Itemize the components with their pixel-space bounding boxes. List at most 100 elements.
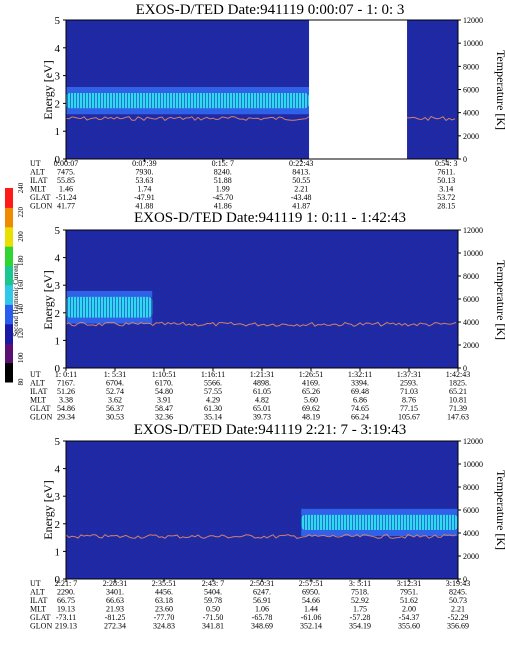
table-cell: 7930. bbox=[135, 168, 153, 177]
band-streaks bbox=[301, 514, 458, 531]
panel-3-y-ticks: 0 1 2 3 4 5 bbox=[55, 436, 66, 586]
table-cell: 0:07:39 bbox=[132, 159, 156, 168]
table-cell: -81.25 bbox=[105, 613, 126, 622]
table-cell: 66.75 bbox=[57, 596, 75, 605]
temperature-trace bbox=[65, 115, 456, 122]
table-cell: 77.15 bbox=[400, 404, 418, 413]
table-cell: 3:19:43 bbox=[446, 579, 470, 588]
table-cell: 41.87 bbox=[292, 202, 310, 211]
table-cell: 71.39 bbox=[449, 404, 467, 413]
y2-tick-label: 12000 bbox=[463, 16, 483, 25]
table-cell: -45.70 bbox=[212, 193, 233, 202]
panel-3-y2-ticks: 0 2000 4000 6000 8000 10000 12000 bbox=[458, 437, 483, 584]
table-cell: 3.62 bbox=[108, 396, 122, 405]
table-cell: 58.47 bbox=[155, 404, 173, 413]
table-cell: 74.65 bbox=[351, 404, 369, 413]
y2-tick-label: 8000 bbox=[463, 483, 479, 492]
table-cell: 69.62 bbox=[302, 404, 320, 413]
colorbar-swatch bbox=[5, 207, 13, 228]
y-tick-label: 2 bbox=[55, 519, 61, 531]
table-cell: 0:22:43 bbox=[289, 159, 313, 168]
colorbar-swatch bbox=[5, 304, 13, 325]
table-row-label: ALT bbox=[30, 379, 45, 388]
table-cell: 3401. bbox=[106, 588, 124, 597]
table-cell: 21.93 bbox=[106, 605, 124, 614]
y-tick-label: 5 bbox=[55, 436, 61, 448]
table-cell: 59.78 bbox=[204, 596, 222, 605]
table-row-label: UT bbox=[30, 579, 41, 588]
table-cell: 1:16:11 bbox=[201, 370, 225, 379]
table-cell: 1825. bbox=[449, 379, 467, 388]
table-cell: 0:54: 3 bbox=[435, 159, 457, 168]
colorbar-tick-label: 120 bbox=[17, 328, 25, 339]
table-cell: 52.74 bbox=[106, 387, 124, 396]
table-cell: 1:21:31 bbox=[250, 370, 274, 379]
table-cell: 8.76 bbox=[402, 396, 416, 405]
table-cell: 8413. bbox=[292, 168, 310, 177]
table-row-label: GLAT bbox=[30, 193, 51, 202]
table-cell: 1.75 bbox=[353, 605, 367, 614]
band-streaks bbox=[66, 92, 310, 109]
colorbar-swatch bbox=[5, 265, 13, 286]
table-cell: 7951. bbox=[400, 588, 418, 597]
table-cell: 51.62 bbox=[400, 596, 418, 605]
table-cell: 53.72 bbox=[437, 193, 455, 202]
table-cell: 6704. bbox=[106, 379, 124, 388]
y-tick-label: 1 bbox=[55, 546, 61, 558]
table-cell: 219.13 bbox=[55, 622, 77, 631]
y2-tick-label: 2000 bbox=[463, 552, 479, 561]
table-cell: 3.91 bbox=[157, 396, 171, 405]
table-cell: 56.37 bbox=[106, 404, 124, 413]
table-cell: 41.77 bbox=[57, 202, 75, 211]
panel-1-plot-area bbox=[65, 19, 459, 160]
table-row-label: UT bbox=[30, 370, 41, 379]
table-cell: 7518. bbox=[351, 588, 369, 597]
table-cell: 2:50:31 bbox=[250, 579, 274, 588]
y2-tick-label: 10000 bbox=[463, 249, 483, 258]
table-cell: 65.01 bbox=[253, 404, 271, 413]
table-cell: 55.85 bbox=[57, 176, 75, 185]
table-cell: 0:00:07 bbox=[54, 159, 78, 168]
table-cell: 7611. bbox=[437, 168, 455, 177]
table-cell: 3.38 bbox=[59, 396, 73, 405]
table-cell: 4169. bbox=[302, 379, 320, 388]
table-cell: 53.63 bbox=[135, 176, 153, 185]
table-cell: 354.19 bbox=[349, 622, 371, 631]
table-row-label: GLON bbox=[30, 202, 52, 211]
table-cell: 2:21: 7 bbox=[55, 579, 77, 588]
table-cell: 32.36 bbox=[155, 413, 173, 422]
panel-3-y-label: Energy [eV] bbox=[41, 480, 55, 539]
table-cell: 2:28:31 bbox=[103, 579, 127, 588]
table-cell: -47.91 bbox=[134, 193, 155, 202]
table-cell: 61.05 bbox=[253, 387, 271, 396]
y-tick-label: 3 bbox=[55, 280, 61, 292]
colorbar-swatch bbox=[5, 226, 13, 247]
temperature-trace bbox=[65, 533, 457, 539]
y2-tick-label: 0 bbox=[463, 364, 467, 373]
table-cell: 54.66 bbox=[302, 596, 320, 605]
table-row-label: ALT bbox=[30, 588, 45, 597]
panel-3-title: EXOS-D/TED Date:941119 2:21: 7 - 3:19:43 bbox=[134, 422, 407, 438]
y-tick-label: 2 bbox=[55, 98, 61, 110]
panel-2-y-label: Energy [eV] bbox=[41, 270, 55, 329]
table-cell: 1.44 bbox=[304, 605, 318, 614]
table-cell: 50.13 bbox=[437, 176, 455, 185]
table-cell: 3.14 bbox=[439, 185, 453, 194]
table-cell: 348.69 bbox=[251, 622, 273, 631]
y-tick-label: 5 bbox=[55, 15, 61, 27]
table-cell: 352.14 bbox=[300, 622, 322, 631]
table-cell: 2:43: 7 bbox=[202, 579, 224, 588]
y2-tick-label: 6000 bbox=[463, 86, 479, 95]
y-tick-label: 1 bbox=[55, 335, 61, 347]
colorbar-label: Second Harmonic Current bbox=[12, 263, 20, 337]
panel-2-plot-area bbox=[65, 229, 459, 369]
table-row-label: ILAT bbox=[30, 387, 47, 396]
y-tick-label: 4 bbox=[55, 43, 61, 55]
table-cell: 1: 0:11 bbox=[55, 370, 77, 379]
table-cell: 19.13 bbox=[57, 605, 75, 614]
table-cell: 2593. bbox=[400, 379, 418, 388]
table-row-label: UT bbox=[30, 159, 41, 168]
panel-3-y2-label: Temperature [K] bbox=[494, 470, 505, 550]
